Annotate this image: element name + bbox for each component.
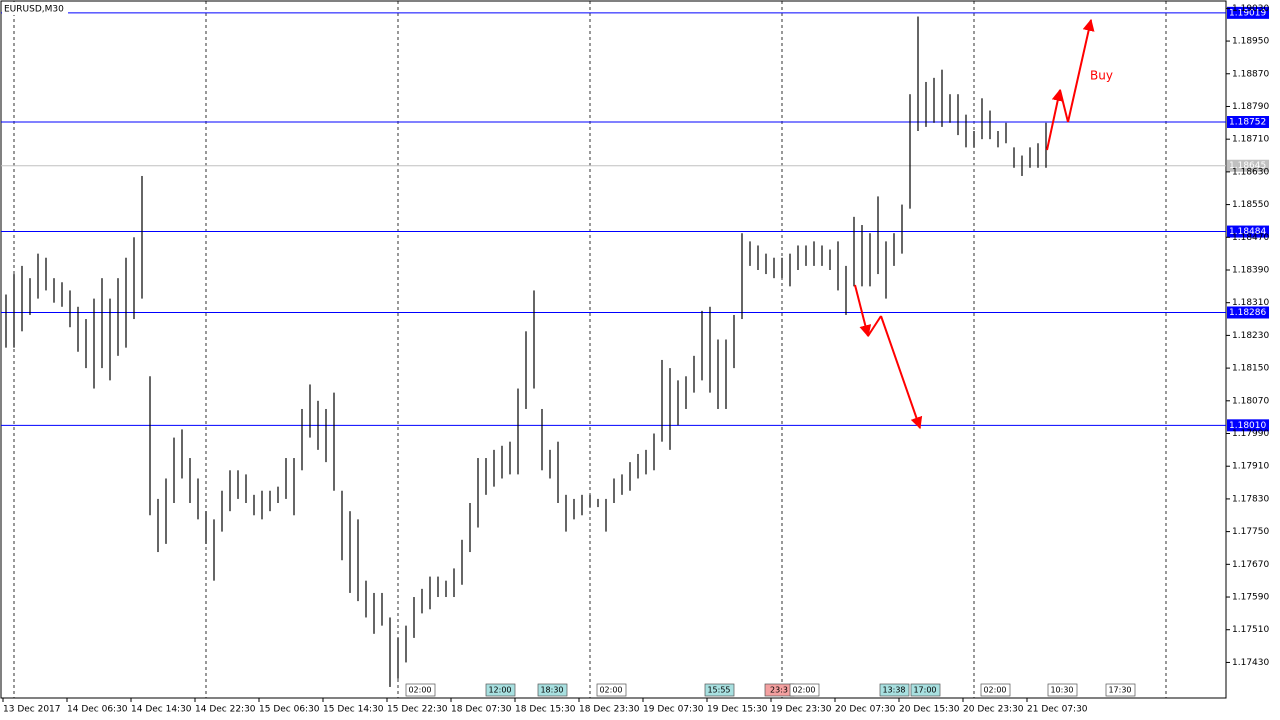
x-tick-label: 19 Dec 23:30: [771, 705, 832, 715]
level-label-bg: [1227, 419, 1269, 432]
event-label: 12:00: [488, 686, 511, 695]
y-tick-label: 1.17430: [1232, 658, 1269, 668]
x-tick-label: 19 Dec 07:30: [643, 705, 704, 715]
level-label: 1.18752: [1229, 118, 1266, 128]
x-tick-label: 19 Dec 15:30: [707, 705, 768, 715]
event-marker: [405, 683, 436, 697]
y-tick-label: 1.18790: [1232, 102, 1269, 112]
y-tick-label: 1.18150: [1232, 364, 1269, 374]
event-label: 15:55: [707, 686, 730, 695]
y-tick-label: 1.18550: [1232, 200, 1269, 210]
y-tick-label: 1.17590: [1232, 593, 1269, 603]
event-marker: [980, 683, 1011, 697]
y-tick-label: 1.17750: [1232, 527, 1269, 537]
x-tick-label: 13 Dec 2017: [3, 705, 61, 715]
event-label: 13:38: [882, 686, 905, 695]
level-label-bg: [1227, 6, 1269, 19]
sell-arrows: [854, 284, 923, 430]
event-label: 10:30: [1050, 686, 1073, 695]
x-tick-label: 21 Dec 07:30: [1027, 705, 1088, 715]
y-tick-label: 1.18630: [1232, 167, 1269, 177]
x-tick-label: 18 Dec 23:30: [579, 705, 640, 715]
y-tick-label: 1.18390: [1232, 265, 1269, 275]
level-label: 1.18645: [1229, 161, 1266, 171]
x-tick-label: 14 Dec 22:30: [195, 705, 256, 715]
x-tick-label: 15 Dec 06:30: [259, 705, 320, 715]
event-marker: [596, 683, 627, 697]
annotation: Buy: [1090, 69, 1113, 83]
x-tick-label: 18 Dec 07:30: [451, 705, 512, 715]
event-label: 17:00: [913, 686, 936, 695]
y-tick-label: 1.18470: [1232, 233, 1269, 243]
event-marker: [910, 683, 941, 697]
y-tick-label: 1.18710: [1232, 135, 1269, 145]
x-tick-label: 14 Dec 14:30: [131, 705, 192, 715]
x-tick-label: 14 Dec 06:30: [67, 705, 128, 715]
y-tick-label: 1.18950: [1232, 37, 1269, 47]
y-tick-label: 1.17830: [1232, 494, 1269, 504]
y-tick-label: 1.17670: [1232, 560, 1269, 570]
level-label: 1.18010: [1229, 421, 1266, 431]
y-tick-label: 1.17510: [1232, 625, 1269, 635]
x-tick-label: 15 Dec 22:30: [387, 705, 448, 715]
x-tick-label: 20 Dec 23:30: [963, 705, 1024, 715]
x-tick-label: 15 Dec 14:30: [323, 705, 384, 715]
level-label: 1.18286: [1229, 308, 1266, 318]
event-label: 02:00: [599, 686, 622, 695]
level-label-bg: [1227, 116, 1269, 129]
y-tick-label: 1.18070: [1232, 396, 1269, 406]
chart-title: EURUSD,M30: [4, 5, 64, 15]
event-marker: [789, 683, 820, 697]
event-label: 23:3: [770, 686, 788, 695]
event-marker: [485, 683, 516, 697]
x-tick-label: 20 Dec 07:30: [835, 705, 896, 715]
y-tick-label: 1.18310: [1232, 298, 1269, 308]
y-tick-label: 1.19030: [1232, 4, 1269, 14]
y-tick-label: 1.18230: [1232, 331, 1269, 341]
title-bg: [2, 2, 68, 15]
event-label: 02:00: [408, 686, 431, 695]
event-marker: [537, 683, 568, 697]
event-marker: [1047, 683, 1078, 697]
event-label: 18:30: [540, 686, 563, 695]
event-label: 17:30: [1108, 686, 1131, 695]
level-label-bg: [1227, 225, 1269, 238]
buy-arrows: [1046, 18, 1095, 151]
level-label-bg: [1227, 159, 1269, 172]
event-marker: [1105, 683, 1136, 697]
plot-frame: [0, 0, 1227, 699]
x-tick-label: 20 Dec 15:30: [899, 705, 960, 715]
event-marker: [704, 683, 735, 697]
level-label: 1.19019: [1229, 8, 1266, 18]
event-label: 02:00: [792, 686, 815, 695]
y-tick-label: 1.17990: [1232, 429, 1269, 439]
y-tick-label: 1.18870: [1232, 69, 1269, 79]
x-tick-label: 18 Dec 15:30: [515, 705, 576, 715]
level-label-bg: [1227, 306, 1269, 319]
event-label: 02:00: [983, 686, 1006, 695]
level-label: 1.18484: [1229, 227, 1266, 237]
y-tick-label: 1.17910: [1232, 462, 1269, 472]
event-marker: [879, 683, 910, 697]
